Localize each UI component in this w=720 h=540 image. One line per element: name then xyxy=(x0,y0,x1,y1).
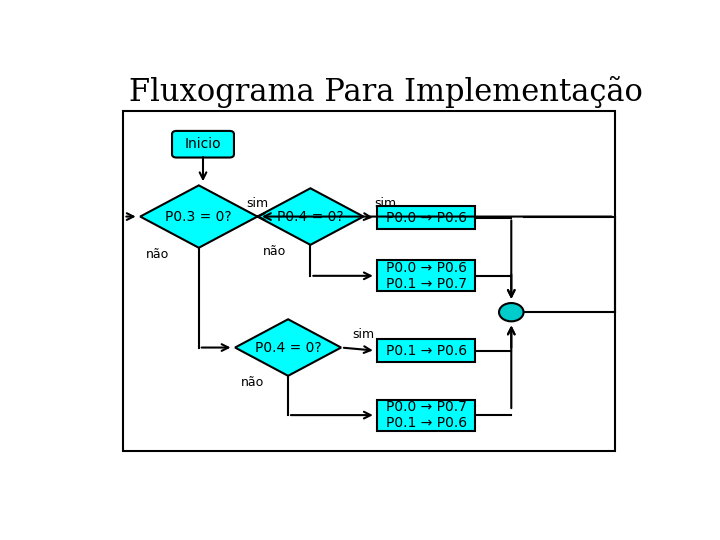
Text: P0.0 → P0.7
P0.1 → P0.6: P0.0 → P0.7 P0.1 → P0.6 xyxy=(386,400,467,430)
FancyBboxPatch shape xyxy=(377,260,475,292)
Text: Inicio: Inicio xyxy=(185,137,221,151)
Polygon shape xyxy=(235,319,341,376)
FancyBboxPatch shape xyxy=(377,400,475,431)
Text: não: não xyxy=(263,245,287,258)
Text: Fluxograma Para Implementação: Fluxograma Para Implementação xyxy=(129,76,643,108)
FancyBboxPatch shape xyxy=(377,339,475,362)
Polygon shape xyxy=(258,188,364,245)
Polygon shape xyxy=(140,185,258,248)
Text: não: não xyxy=(240,376,264,389)
Text: P0.3 = 0?: P0.3 = 0? xyxy=(166,210,232,224)
Text: sim: sim xyxy=(246,198,269,211)
FancyBboxPatch shape xyxy=(172,131,234,158)
FancyBboxPatch shape xyxy=(377,206,475,229)
Text: P0.4 = 0?: P0.4 = 0? xyxy=(277,210,343,224)
Text: P0.0 → P0.6
P0.1 → P0.7: P0.0 → P0.6 P0.1 → P0.7 xyxy=(386,261,467,291)
Text: P0.4 = 0?: P0.4 = 0? xyxy=(255,341,321,355)
Text: P0.1 → P0.6: P0.1 → P0.6 xyxy=(386,343,467,357)
Text: sim: sim xyxy=(352,328,374,341)
Text: não: não xyxy=(145,248,169,261)
Text: sim: sim xyxy=(374,198,397,211)
Text: P0.0 → P0.6: P0.0 → P0.6 xyxy=(386,211,467,225)
Circle shape xyxy=(499,303,523,321)
